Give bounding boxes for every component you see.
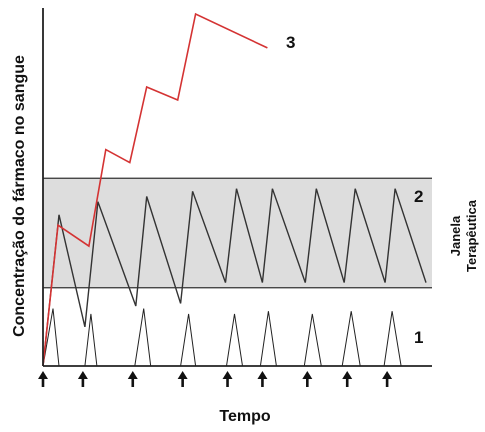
y-axis-label: Concentração do fármaco no sangue: [11, 55, 28, 337]
dose-arrow-icon: [77, 371, 88, 387]
series-3-label: 3: [286, 33, 295, 52]
dose-arrow-icon: [302, 371, 313, 387]
band-label-line-2: Terapêutica: [464, 199, 479, 272]
series-1-label: 1: [414, 328, 423, 347]
dose-arrow-icon: [177, 371, 188, 387]
band-label-line-1: Janela: [448, 215, 463, 256]
series-2-line: [42, 188, 427, 367]
dose-arrow-icon: [382, 371, 393, 387]
series-1-line: [42, 308, 402, 367]
dose-arrow-icon: [127, 371, 138, 387]
dose-arrow-icon: [222, 371, 233, 387]
therapeutic-window-label: Janela Terapêutica: [448, 199, 479, 272]
series-3-line: [42, 12, 268, 367]
x-axis-label: Tempo: [219, 408, 270, 425]
series-2-label: 2: [414, 187, 423, 206]
dose-arrows: [38, 371, 393, 387]
dose-arrow-icon: [342, 371, 353, 387]
therapeutic-window-band: [43, 178, 432, 288]
dose-arrow-icon: [257, 371, 268, 387]
dose-arrow-icon: [38, 371, 48, 387]
